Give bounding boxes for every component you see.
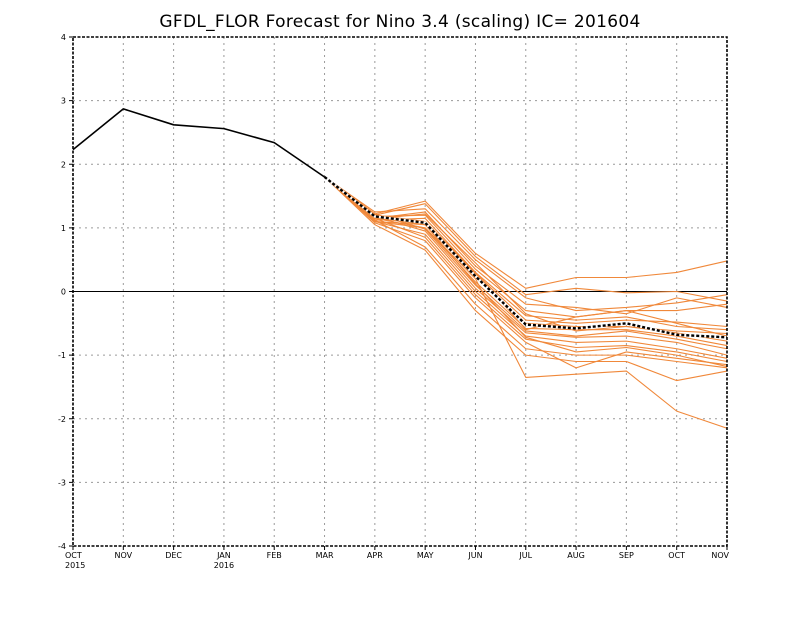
grid-layer <box>73 37 727 546</box>
ensemble-member-line <box>324 176 728 302</box>
y-tick-label: -2 <box>58 415 66 424</box>
observed-line <box>72 108 325 178</box>
ensemble-member-line <box>324 176 728 356</box>
x-tick-label: JAN <box>216 551 231 560</box>
chart-title: GFDL_FLOR Forecast for Nino 3.4 (scaling… <box>159 12 641 32</box>
y-tick-label: 4 <box>61 33 66 42</box>
x-tick-label: MAR <box>316 551 334 560</box>
x-tick-year-label: 2016 <box>214 561 234 570</box>
y-tick-label: 2 <box>61 160 66 169</box>
y-tick-label: 0 <box>61 288 66 297</box>
x-tick-label: FEB <box>267 551 282 560</box>
y-tick-label: 1 <box>61 224 66 233</box>
x-tick-label: AUG <box>567 551 585 560</box>
ensemble-member-line <box>324 176 728 369</box>
ensemble-member-line <box>324 176 728 429</box>
x-tick-label: JUN <box>467 551 482 560</box>
y-tick-label: 3 <box>61 97 66 106</box>
x-tick-label: APR <box>367 551 383 560</box>
y-tick-labels: 4 3 2 1 0 -1 -2 -3 -4 <box>58 33 73 551</box>
x-tick-label: SEP <box>619 551 634 560</box>
ensemble-member-line <box>324 176 728 359</box>
x-tick-label: JUL <box>518 551 532 560</box>
observed-layer <box>72 108 325 178</box>
ensemble-member-line <box>324 176 728 318</box>
y-tick-label: -4 <box>58 542 66 551</box>
ensemble-member-line <box>324 176 728 363</box>
ensemble-mean-layer <box>323 176 728 339</box>
x-tick-label: MAY <box>417 551 434 560</box>
x-tick-label: NOV <box>711 551 729 560</box>
ensemble-member-line <box>324 176 728 315</box>
ensemble-member-line <box>324 176 728 382</box>
ensemble-mean-line <box>323 176 728 339</box>
x-tick-year-label: 2015 <box>65 561 85 570</box>
ensemble-member-line <box>324 176 728 312</box>
ensemble-member-line <box>324 176 728 289</box>
x-tick-label: OCT <box>668 551 685 560</box>
x-tick-label: NOV <box>114 551 132 560</box>
y-tick-label: -1 <box>58 351 66 360</box>
y-tick-label: -3 <box>58 478 66 487</box>
x-tick-label: OCT <box>65 551 82 560</box>
x-tick-label: DEC <box>165 551 182 560</box>
ensemble-member-line <box>324 176 728 368</box>
